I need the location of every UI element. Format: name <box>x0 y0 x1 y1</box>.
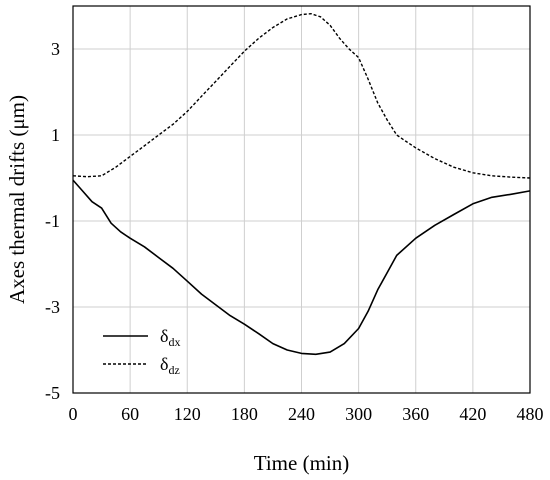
x-tick-label: 480 <box>517 404 544 424</box>
plot-frame <box>72 5 531 394</box>
x-tick-label: 60 <box>121 404 139 424</box>
x-tick-label: 0 <box>69 404 78 424</box>
legend-label-dx: δdx <box>160 326 180 349</box>
y-axis-label: Axes thermal drifts (μm) <box>5 95 29 304</box>
series-line-dz <box>72 12 531 179</box>
tick-labels: 0 60 120 180 240 300 360 420 480 -5 -3 -1 1 3 <box>45 39 544 424</box>
y-tick-label: 1 <box>51 125 60 145</box>
x-tick-label: 240 <box>288 404 315 424</box>
legend: δdx δdz <box>103 326 180 377</box>
legend-label-dz: δdz <box>160 354 180 377</box>
x-tick-label: 420 <box>459 404 486 424</box>
y-tick-label: -1 <box>45 211 60 231</box>
series-line-dx <box>72 179 531 356</box>
x-tick-label: 180 <box>231 404 258 424</box>
x-tick-label: 300 <box>345 404 372 424</box>
x-tick-label: 360 <box>402 404 429 424</box>
y-tick-label: -5 <box>45 383 60 403</box>
grid-lines <box>72 6 531 394</box>
plot-area <box>72 12 531 356</box>
x-axis-label: Time (min) <box>254 451 349 475</box>
y-tick-label: 3 <box>51 39 60 59</box>
x-tick-label: 120 <box>174 404 201 424</box>
y-tick-label: -3 <box>45 297 60 317</box>
